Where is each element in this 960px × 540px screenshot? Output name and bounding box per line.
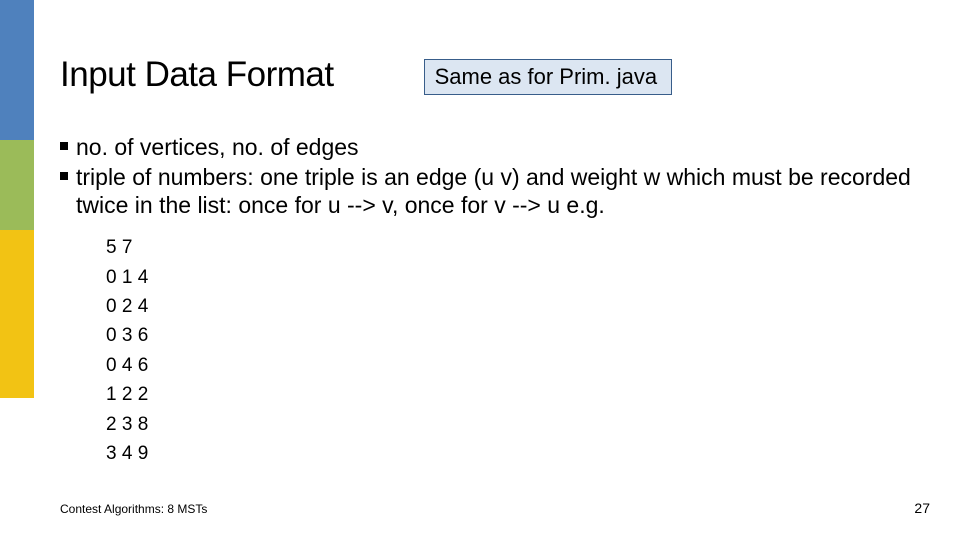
example-line: 0 4 6 <box>106 351 930 380</box>
bullet-item: no. of vertices, no. of edges <box>60 133 930 161</box>
bullet-item: triple of numbers: one triple is an edge… <box>60 163 930 219</box>
slide-content: Input Data Format Same as for Prim. java… <box>60 55 930 469</box>
slide-title: Input Data Format <box>60 55 334 95</box>
example-line: 0 3 6 <box>106 321 930 350</box>
example-line: 2 3 8 <box>106 410 930 439</box>
stripe-yellow <box>0 230 34 398</box>
footer-left: Contest Algorithms: 8 MSTs <box>60 502 207 516</box>
example-line: 3 4 9 <box>106 439 930 468</box>
title-row: Input Data Format Same as for Prim. java <box>60 55 930 95</box>
example-line: 0 2 4 <box>106 292 930 321</box>
example-block: 5 7 0 1 4 0 2 4 0 3 6 0 4 6 1 2 2 2 3 8 … <box>106 233 930 469</box>
page-number: 27 <box>914 500 930 516</box>
example-line: 5 7 <box>106 233 930 262</box>
example-line: 0 1 4 <box>106 263 930 292</box>
bullet-list: no. of vertices, no. of edges triple of … <box>60 133 930 219</box>
stripe-green <box>0 140 34 230</box>
note-badge: Same as for Prim. java <box>424 59 673 95</box>
stripe-blue <box>0 0 34 140</box>
sidebar-stripes <box>0 0 34 540</box>
example-line: 1 2 2 <box>106 380 930 409</box>
